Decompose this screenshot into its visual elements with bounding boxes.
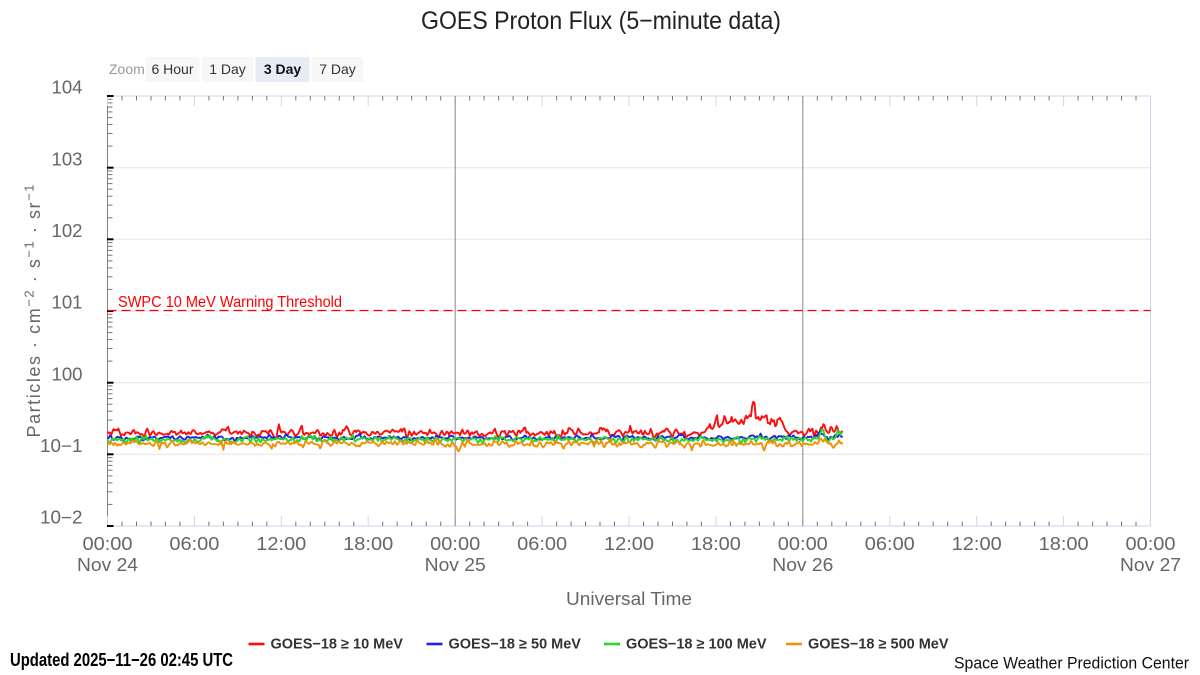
svg-text:Zoom: Zoom	[109, 61, 145, 77]
svg-text:10−2: 10−2	[40, 508, 83, 528]
svg-text:12:00: 12:00	[256, 534, 306, 554]
svg-text:Particles · cm−2 · s−1 · sr−1: Particles · cm−2 · s−1 · sr−1	[22, 185, 45, 438]
svg-text:104: 104	[52, 78, 83, 98]
svg-text:Space Weather Prediction Cente: Space Weather Prediction Center	[954, 654, 1189, 673]
svg-text:100: 100	[52, 364, 83, 384]
svg-text:1 Day: 1 Day	[209, 61, 246, 77]
svg-text:101: 101	[52, 293, 83, 313]
svg-text:Updated 2025−11−26 02:45 UTC: Updated 2025−11−26 02:45 UTC	[10, 650, 233, 670]
svg-text:00:00: 00:00	[1126, 534, 1176, 554]
svg-text:00:00: 00:00	[430, 534, 480, 554]
svg-text:18:00: 18:00	[1039, 534, 1089, 554]
svg-text:103: 103	[52, 149, 83, 169]
svg-text:06:00: 06:00	[169, 534, 219, 554]
svg-text:12:00: 12:00	[952, 534, 1002, 554]
svg-text:00:00: 00:00	[778, 534, 828, 554]
svg-text:GOES−18 ≥ 10 MeV: GOES−18 ≥ 10 MeV	[271, 637, 404, 653]
svg-text:3 Day: 3 Day	[264, 61, 302, 77]
svg-text:GOES−18 ≥ 500 MeV: GOES−18 ≥ 500 MeV	[808, 637, 949, 653]
svg-text:18:00: 18:00	[343, 534, 393, 554]
svg-text:00:00: 00:00	[83, 534, 133, 554]
svg-text:GOES Proton Flux (5−minute dat: GOES Proton Flux (5−minute data)	[421, 7, 781, 35]
svg-text:06:00: 06:00	[865, 534, 915, 554]
svg-text:18:00: 18:00	[691, 534, 741, 554]
svg-text:Nov 25: Nov 25	[425, 555, 486, 575]
svg-text:Nov 27: Nov 27	[1120, 555, 1181, 575]
svg-text:6 Hour: 6 Hour	[151, 61, 193, 77]
svg-text:GOES−18 ≥ 50 MeV: GOES−18 ≥ 50 MeV	[449, 637, 582, 653]
svg-text:10−1: 10−1	[40, 436, 83, 456]
svg-text:06:00: 06:00	[517, 534, 567, 554]
svg-text:Universal Time: Universal Time	[566, 589, 692, 609]
svg-text:12:00: 12:00	[604, 534, 654, 554]
svg-text:Nov 24: Nov 24	[77, 555, 138, 575]
svg-text:GOES−18 ≥ 100 MeV: GOES−18 ≥ 100 MeV	[626, 637, 767, 653]
svg-text:7 Day: 7 Day	[319, 61, 356, 77]
svg-text:102: 102	[52, 221, 83, 241]
svg-text:SWPC 10 MeV Warning Threshold: SWPC 10 MeV Warning Threshold	[118, 294, 342, 311]
svg-text:Nov 26: Nov 26	[772, 555, 833, 575]
